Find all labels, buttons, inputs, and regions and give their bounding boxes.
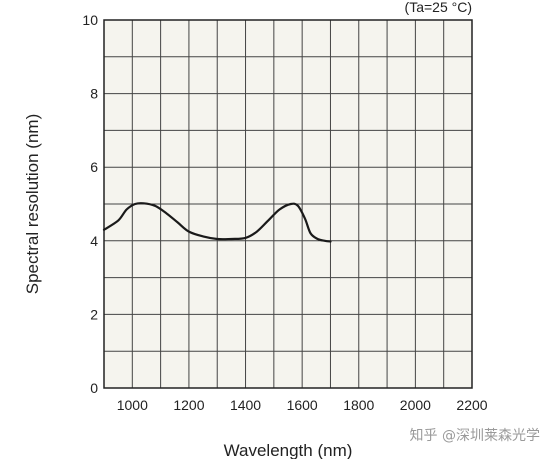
x-tick-label: 1600 xyxy=(287,397,318,413)
x-tick-labels: 1000 1200 1400 1600 1800 2000 2200 xyxy=(117,397,488,413)
y-tick-label: 6 xyxy=(90,159,98,175)
watermark: 知乎 @深圳莱森光学 xyxy=(410,427,540,444)
x-tick-label: 2000 xyxy=(400,397,431,413)
y-tick-label: 2 xyxy=(90,306,98,322)
x-tick-label: 1200 xyxy=(173,397,204,413)
x-tick-label: 1000 xyxy=(117,397,148,413)
x-tick-label: 2200 xyxy=(456,397,487,413)
x-tick-label: 1400 xyxy=(230,397,261,413)
y-tick-labels: 0 2 4 6 8 10 xyxy=(82,12,98,396)
y-axis-label: Spectral resolution (nm) xyxy=(23,114,42,294)
y-tick-label: 4 xyxy=(90,233,98,249)
y-tick-label: 0 xyxy=(90,380,98,396)
y-tick-label: 8 xyxy=(90,86,98,102)
plot-frame xyxy=(103,19,473,389)
x-tick-label: 1800 xyxy=(343,397,374,413)
series-layer xyxy=(102,202,332,243)
x-axis-label: Wavelength (nm) xyxy=(224,441,353,459)
annotation: (Ta=25 °C) xyxy=(405,0,472,15)
y-tick-label: 10 xyxy=(82,12,98,28)
grid xyxy=(104,20,472,388)
series-line-0 xyxy=(102,202,332,243)
